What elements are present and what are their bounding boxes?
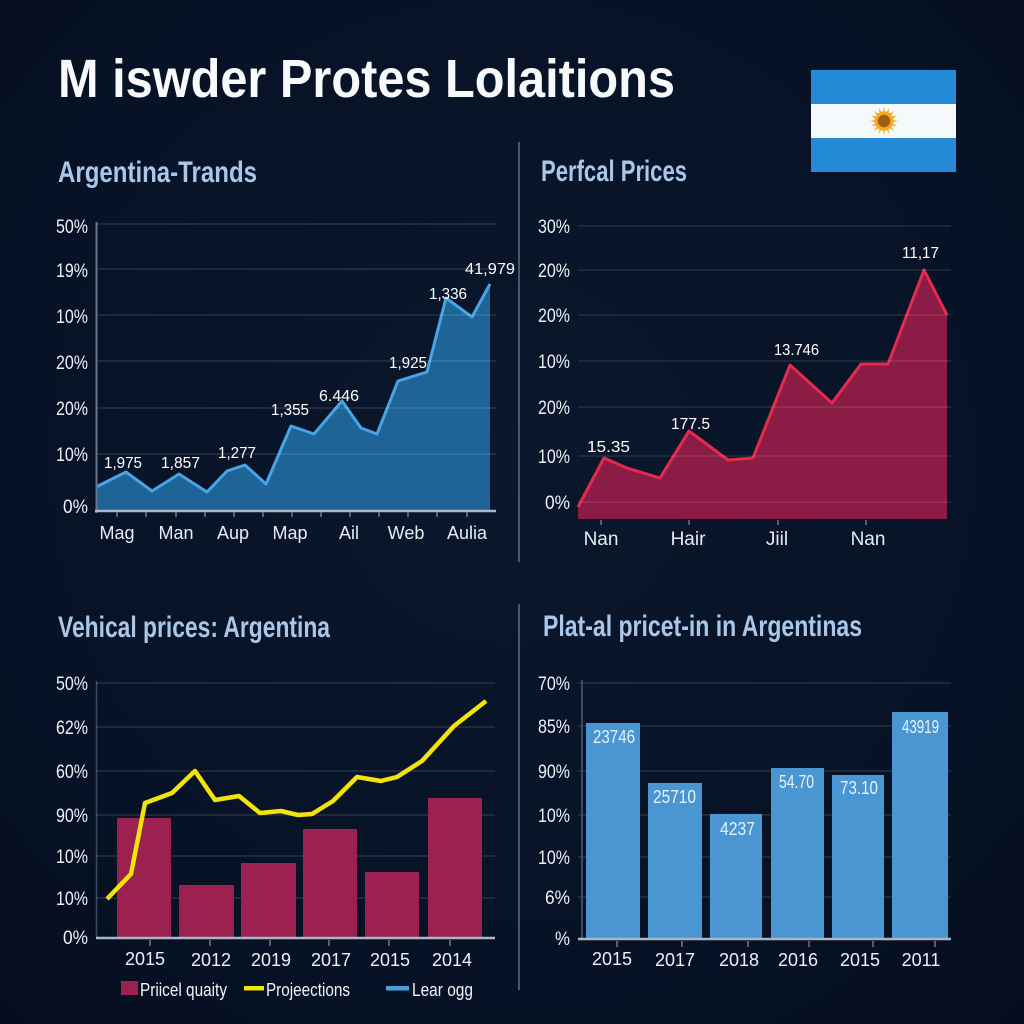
svg-text:2017: 2017 [655, 950, 695, 970]
svg-text:2014: 2014 [432, 950, 472, 970]
svg-text:0%: 0% [63, 497, 88, 518]
svg-text:43919: 43919 [902, 717, 939, 737]
svg-text:2019: 2019 [251, 950, 291, 970]
svg-text:2015: 2015 [592, 949, 632, 969]
svg-text:Lear ogg: Lear ogg [412, 980, 473, 1000]
svg-text:Perfcal Prices: Perfcal Prices [541, 155, 687, 188]
svg-text:Aup: Aup [217, 523, 249, 543]
svg-text:Argentina-Trands: Argentina-Trands [58, 156, 257, 189]
svg-text:90%: 90% [56, 806, 88, 827]
svg-text:Nan: Nan [851, 529, 886, 550]
svg-text:177.5: 177.5 [671, 416, 710, 433]
svg-text:15.35: 15.35 [587, 439, 630, 456]
svg-text:4237: 4237 [720, 819, 755, 839]
svg-text:Nan: Nan [584, 529, 619, 550]
svg-text:10%: 10% [56, 847, 88, 868]
svg-text:20%: 20% [56, 399, 88, 420]
svg-text:23746: 23746 [593, 727, 635, 747]
svg-text:2015: 2015 [370, 950, 410, 970]
svg-text:10%: 10% [538, 806, 570, 827]
svg-text:13.746: 13.746 [774, 342, 819, 359]
svg-text:30%: 30% [538, 217, 570, 238]
svg-text:62%: 62% [56, 718, 88, 739]
svg-text:Hair: Hair [671, 529, 707, 550]
svg-text:Map: Map [272, 523, 307, 543]
svg-text:M iswder Protes Lolaitions: M iswder Protes Lolaitions [58, 49, 675, 109]
svg-text:10%: 10% [538, 447, 570, 468]
svg-text:1,355: 1,355 [271, 402, 309, 419]
svg-text:85%: 85% [538, 717, 570, 738]
svg-text:Ail: Ail [339, 523, 359, 543]
svg-text:6.446: 6.446 [319, 388, 359, 405]
svg-text:20%: 20% [56, 353, 88, 374]
svg-text:11,17: 11,17 [902, 245, 939, 262]
svg-text:1,925: 1,925 [389, 355, 427, 372]
svg-text:20%: 20% [538, 398, 570, 419]
svg-text:60%: 60% [56, 762, 88, 783]
svg-text:90%: 90% [538, 762, 570, 783]
svg-text:Web: Web [388, 523, 425, 543]
svg-text:10%: 10% [56, 889, 88, 910]
svg-text:6%: 6% [545, 888, 570, 909]
svg-text:2017: 2017 [311, 950, 351, 970]
svg-text:2016: 2016 [778, 950, 818, 970]
svg-text:20%: 20% [538, 306, 570, 327]
svg-text:0%: 0% [63, 928, 88, 949]
svg-text:Vehical prices: Argentina: Vehical prices: Argentina [58, 611, 330, 644]
svg-text:50%: 50% [56, 217, 88, 238]
svg-text:20%: 20% [538, 261, 570, 282]
svg-text:25710: 25710 [653, 787, 696, 807]
svg-text:19%: 19% [56, 261, 88, 282]
svg-text:Projeections: Projeections [266, 980, 350, 1000]
svg-text:%: % [555, 929, 570, 950]
svg-text:73.10: 73.10 [840, 778, 878, 798]
svg-text:2011: 2011 [902, 950, 941, 970]
svg-text:70%: 70% [538, 674, 570, 695]
svg-text:10%: 10% [56, 445, 88, 466]
svg-text:2015: 2015 [125, 949, 165, 969]
svg-text:10%: 10% [538, 352, 570, 373]
svg-text:Priicel quaity: Priicel quaity [140, 980, 227, 1000]
svg-text:54.70: 54.70 [779, 772, 814, 792]
svg-text:50%: 50% [56, 674, 88, 695]
svg-text:0%: 0% [545, 493, 570, 514]
svg-text:2012: 2012 [191, 950, 231, 970]
svg-text:1,336: 1,336 [429, 286, 467, 303]
svg-text:10%: 10% [538, 848, 570, 869]
svg-text:1,975: 1,975 [104, 455, 142, 472]
svg-text:10%: 10% [56, 307, 88, 328]
svg-text:1,857: 1,857 [161, 455, 200, 472]
svg-text:Mag: Mag [99, 523, 134, 543]
svg-text:2018: 2018 [719, 950, 759, 970]
svg-text:Plat-al pricet-in in Argentina: Plat-al pricet-in in Argentinas [543, 610, 862, 643]
svg-text:2015: 2015 [840, 950, 880, 970]
svg-text:Jiil: Jiil [766, 529, 788, 550]
svg-text:41,979: 41,979 [465, 261, 515, 278]
svg-text:Man: Man [158, 523, 193, 543]
svg-text:Aulia: Aulia [447, 523, 488, 543]
svg-text:1,277: 1,277 [218, 445, 256, 462]
